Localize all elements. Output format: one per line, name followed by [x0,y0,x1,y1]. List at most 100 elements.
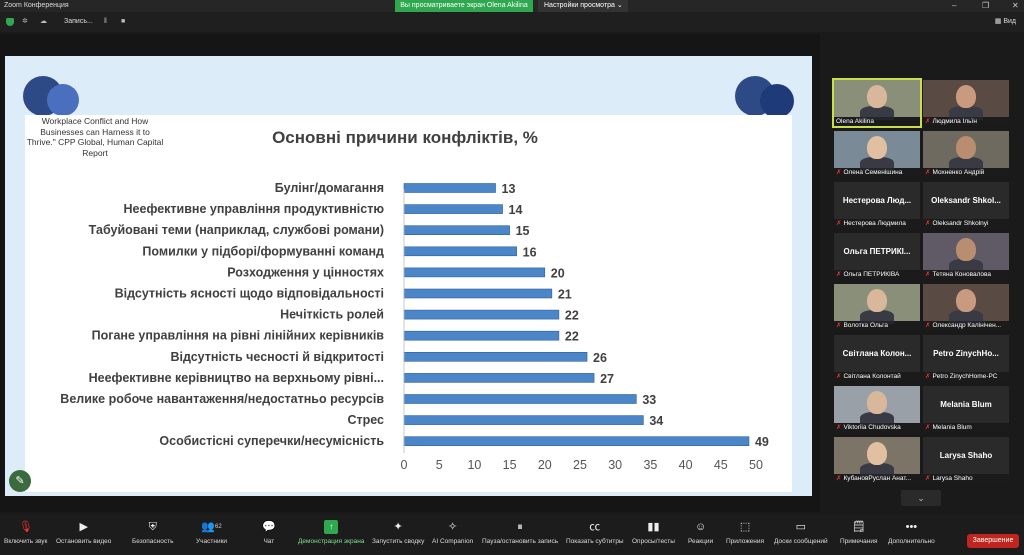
bar [403,351,588,362]
ai-label: AI Companion [432,538,474,545]
annotate-pencil-icon[interactable]: ✎ [9,470,31,492]
subtitles-button[interactable]: ㏄ Показать субтитры [566,517,624,545]
end-meeting-button[interactable]: Завершение [967,534,1019,548]
chat-button[interactable]: 💬 Чат [262,517,276,545]
participant-tile[interactable]: ✗ КубановРуслан Анат... [834,437,920,483]
view-settings-button[interactable]: Настройки просмотра ⌄ [538,0,628,12]
pause-record-button[interactable]: ⏸ Пауза/остановить запись [482,517,558,545]
participant-tile[interactable]: ✗ Людмила Ільїн [923,80,1009,126]
view-label: Вид [1003,18,1016,25]
mic-muted-icon: ✗ [836,322,842,329]
slide-content [25,115,792,492]
mic-muted-icon: ✗ [925,373,931,380]
whiteboards-button[interactable]: ▭ Доски сообщений [774,517,828,545]
mic-muted-icon: ✗ [925,220,931,227]
bar-value-label: 14 [509,203,523,217]
unmute-button[interactable]: 🎙 Включить звук [4,517,47,545]
bar [403,225,510,235]
participant-name: ✗ КубановРуслан Анат... [834,474,920,483]
participant-body [860,106,894,120]
participant-tile[interactable]: ✗ Волотка Ольга [834,284,920,330]
stop-video-label: Остановить видео [56,538,112,545]
participant-body [860,310,894,324]
participant-tile[interactable]: Olena Akilina [832,78,922,128]
mic-muted-icon: ✗ [925,169,931,176]
bar [403,309,560,320]
share-screen-button[interactable]: ↑ Демонстрация экрана [298,517,364,545]
bar-chart: Булінг/домагання 13 Неефективне управління… [60,181,769,472]
participant-tile[interactable]: Larysa Shaho ✗ Larysa Shaho [923,437,1009,483]
ai-companion-button[interactable]: ✧ AI Companion [432,517,473,545]
bar-value-label: 22 [565,330,579,344]
participant-name: ✗ Oleksandr Shkolnyi [923,219,1009,228]
participant-tile[interactable]: ✗ Тетяна Коновалова [923,233,1009,279]
more-button[interactable]: ••• Дополнительно [888,517,935,545]
camera-icon: ▶ [79,521,88,533]
participant-name: ✗ Viktoriia Chudovska [834,423,920,432]
x-tick-label: 40 [679,458,693,472]
maximize-icon[interactable]: ❐ [982,1,990,10]
participant-name: ✗ Petro ZinychHome-PC [923,372,1009,381]
info-icon[interactable]: ✲ [22,18,28,25]
summary-button[interactable]: ✦ Запустить сводку [372,517,424,545]
participant-body [949,259,983,273]
minimize-icon[interactable]: – [952,1,957,10]
unmute-label: Включить звук [4,538,48,545]
view-button[interactable]: ▦ Вид [995,12,1016,32]
poll-chart-icon: ▮▮ [647,521,660,533]
participant-head [867,136,887,159]
whiteboard-icon: ▭ [795,521,807,533]
participant-name: ✗ Melania Blum [923,423,1009,432]
slide-citation: Workplace Conflict and How Businesses ca… [26,116,164,158]
mic-muted-icon: ✗ [836,220,842,227]
app-title: Zoom Конференция [4,2,69,9]
participant-head [867,85,887,108]
participant-tile[interactable]: ✗ Viktoriia Chudovska [834,386,920,432]
polls-button[interactable]: ▮▮ Опросы/тесты [632,517,675,545]
bar [403,415,644,425]
bar [403,394,637,404]
participant-tile[interactable]: Melania Blum ✗ Melania Blum [923,386,1009,432]
participant-body [949,157,983,171]
stop-video-button[interactable]: ▶ Остановить видео [56,517,111,545]
participants-button[interactable]: 👥62 Участники [196,517,227,545]
title-bar: Zoom Конференция Вы просматриваете экран… [0,0,1024,12]
notes-button[interactable]: 🗒 Примечания [840,517,878,545]
category-label: Помилки у підборі/формуванні команд [142,244,384,258]
pause-icon[interactable]: ‖ [104,18,107,25]
x-tick-label: 0 [401,458,408,472]
mic-muted-icon: ✗ [925,271,931,278]
participant-tile[interactable]: ✗ Олександр Калінічен... [923,284,1009,330]
smiley-icon: ☺ [694,521,707,533]
cc-icon: ㏄ [589,521,601,533]
stop-icon[interactable]: ■ [121,18,126,25]
security-button[interactable]: ⛨ Безопасность [132,517,173,545]
participant-video [923,131,1009,171]
participant-body [860,463,894,477]
gallery-chevron-down-icon[interactable]: ⌄ [901,490,941,506]
notes-label: Примечания [840,538,878,545]
participant-tile[interactable]: Світлана Колон... ✗ Світлана Колонтай [834,335,920,381]
category-label: Неефективне керівництво на верхньому рів… [89,371,384,385]
participant-tile[interactable]: Petro ZinychHo... ✗ Petro ZinychHome-PC [923,335,1009,381]
participant-tile[interactable]: ✗ Мохненко Андрій [923,131,1009,177]
bar-value-label: 27 [600,372,614,386]
bar [403,373,595,383]
mic-muted-icon: ✗ [925,118,931,125]
close-icon[interactable]: ✕ [1012,1,1019,10]
apps-button[interactable]: ⬚ Приложения [726,517,764,545]
bar [403,246,517,257]
shield-icon[interactable] [6,18,14,26]
bar-value-label: 15 [516,224,530,238]
chevron-down-icon: ⌄ [616,2,623,9]
participant-tile[interactable]: ✗ Олена Семенішина [834,131,920,177]
notes-icon: 🗒 [851,521,866,533]
whiteboards-label: Доски сообщений [774,538,828,545]
participant-tile[interactable]: Oleksandr Shkol... ✗ Oleksandr Shkolnyi [923,182,1009,228]
reactions-button[interactable]: ☺ Реакции [688,517,713,545]
participant-name: Olena Akilina [834,117,920,126]
participant-tile[interactable]: Нестерова Люд... ✗ Нестерова Людмила [834,182,920,228]
summary-icon: ✦ [393,521,403,533]
participant-tile[interactable]: Ольга ПЕТРИКІ... ✗ Ольга ПЕТРИКІВА [834,233,920,279]
participant-name: ✗ Волотка Ольга [834,321,920,330]
